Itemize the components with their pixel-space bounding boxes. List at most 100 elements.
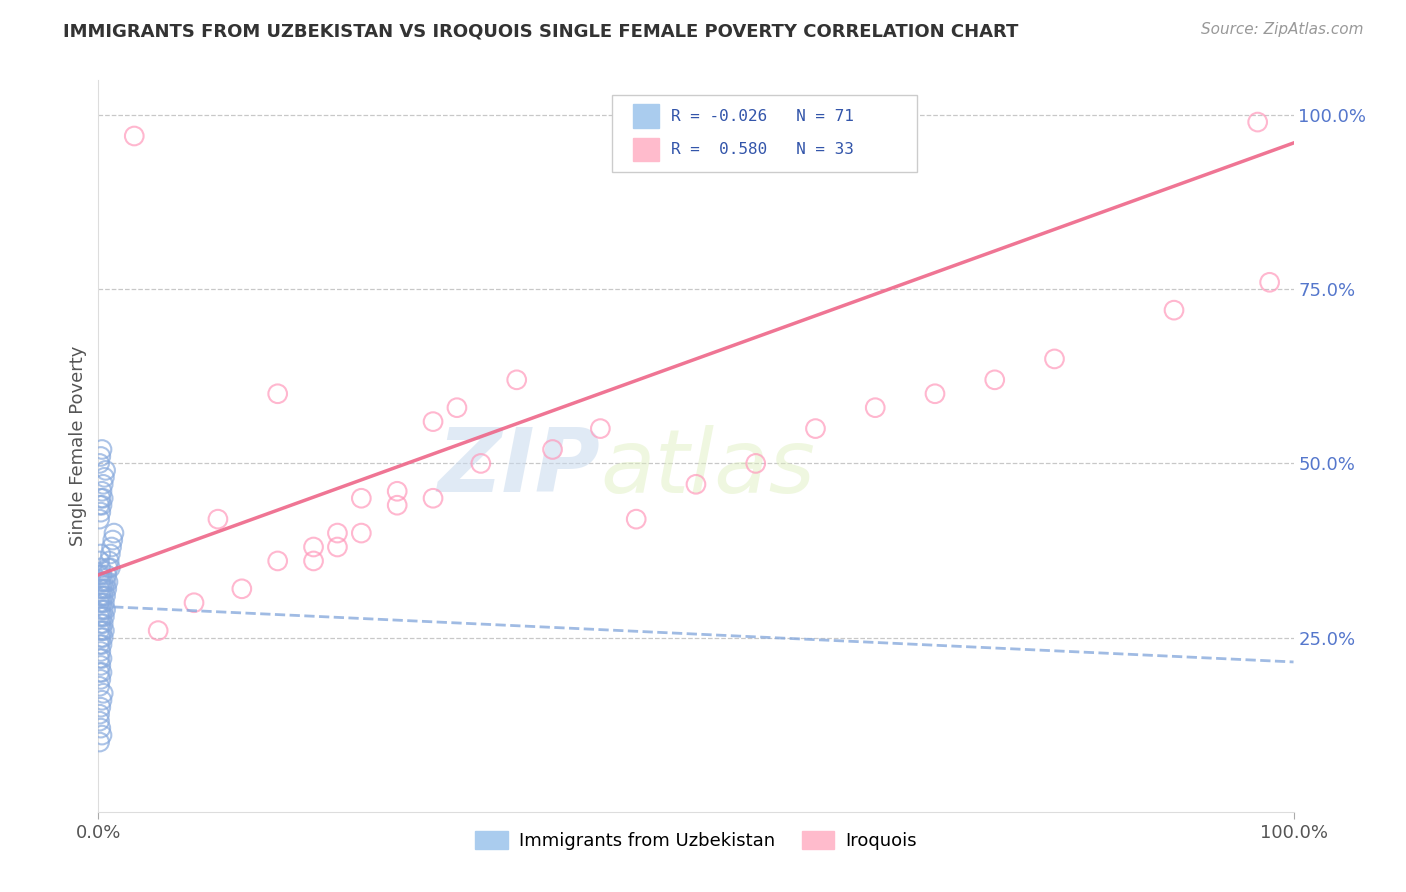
Point (91, 596, 114, 610)
Point (90, 631, 112, 645)
Point (96, 567, 118, 582)
Point (745, 457, 768, 471)
Point (93, 596, 115, 610)
Point (267, 386, 290, 401)
Point (804, 421, 827, 435)
Point (89, 665, 111, 680)
Point (90, 644, 112, 658)
Point (90, 561, 112, 575)
Point (385, 498, 409, 512)
Point (103, 526, 125, 541)
Point (90, 673, 112, 687)
Point (422, 491, 444, 506)
Point (470, 457, 492, 471)
Point (1043, 351, 1066, 366)
Point (90, 547, 112, 561)
Point (302, 554, 325, 568)
Point (90, 700, 112, 714)
Point (89, 638, 111, 652)
Point (98, 554, 121, 568)
Point (302, 540, 325, 554)
Point (91, 574, 114, 589)
Point (541, 442, 564, 457)
Point (326, 540, 349, 554)
Point (97, 561, 120, 575)
Point (100, 540, 122, 554)
Point (98, 547, 122, 561)
Point (1258, 275, 1281, 289)
Point (94, 463, 117, 477)
Point (183, 596, 205, 610)
Point (89, 707, 111, 722)
Point (97, 574, 120, 589)
Point (91, 651, 114, 665)
Point (1247, 115, 1270, 129)
Point (91, 603, 114, 617)
Point (207, 512, 229, 526)
Point (91, 498, 114, 512)
Point (91, 491, 114, 506)
Text: R =  0.580   N = 33: R = 0.580 N = 33 (671, 143, 853, 158)
Point (90, 491, 112, 506)
Point (124, 128, 146, 143)
Point (90, 603, 112, 617)
Point (267, 554, 290, 568)
Bar (633, 137, 659, 161)
Point (91, 686, 114, 700)
Point (924, 386, 946, 401)
Point (89, 624, 111, 638)
Point (94, 574, 117, 589)
Point (589, 421, 612, 435)
Point (94, 603, 117, 617)
Point (91, 484, 114, 499)
Point (89, 596, 111, 610)
Point (89, 567, 111, 582)
FancyBboxPatch shape (613, 95, 917, 171)
Point (91, 616, 114, 631)
Point (91, 567, 114, 582)
Text: R = -0.026   N = 71: R = -0.026 N = 71 (671, 109, 853, 124)
Point (91, 693, 114, 707)
Point (90, 589, 112, 603)
Point (89, 651, 111, 665)
Y-axis label: Single Female Poverty: Single Female Poverty (69, 346, 87, 546)
Point (984, 373, 1007, 387)
Point (422, 415, 444, 429)
Point (96, 582, 118, 596)
Point (89, 554, 111, 568)
Point (350, 491, 373, 506)
Point (89, 512, 111, 526)
Point (231, 582, 253, 596)
Point (385, 484, 409, 499)
Point (89, 498, 111, 512)
Text: Source: ZipAtlas.com: Source: ZipAtlas.com (1201, 22, 1364, 37)
Point (93, 624, 115, 638)
Point (626, 512, 648, 526)
Point (90, 450, 112, 464)
Text: IMMIGRANTS FROM UZBEKISTAN VS IROQUOIS SINGLE FEMALE POVERTY CORRELATION CHART: IMMIGRANTS FROM UZBEKISTAN VS IROQUOIS S… (63, 22, 1018, 40)
Point (89, 679, 111, 693)
Point (91, 609, 114, 624)
Point (91, 631, 114, 645)
Point (91, 665, 114, 680)
Point (91, 589, 114, 603)
Point (148, 624, 170, 638)
Point (1163, 303, 1185, 318)
Text: atlas: atlas (600, 425, 815, 511)
Point (90, 574, 112, 589)
Point (94, 589, 117, 603)
Point (89, 714, 111, 728)
Text: ZIP: ZIP (437, 425, 600, 511)
Point (93, 470, 115, 484)
Point (93, 582, 115, 596)
Point (350, 526, 373, 541)
Point (865, 401, 887, 415)
Point (98, 561, 122, 575)
Bar (633, 104, 659, 128)
Point (685, 477, 707, 491)
Point (90, 616, 112, 631)
Point (101, 533, 124, 547)
Point (90, 721, 112, 735)
Point (89, 735, 111, 749)
Point (446, 401, 468, 415)
